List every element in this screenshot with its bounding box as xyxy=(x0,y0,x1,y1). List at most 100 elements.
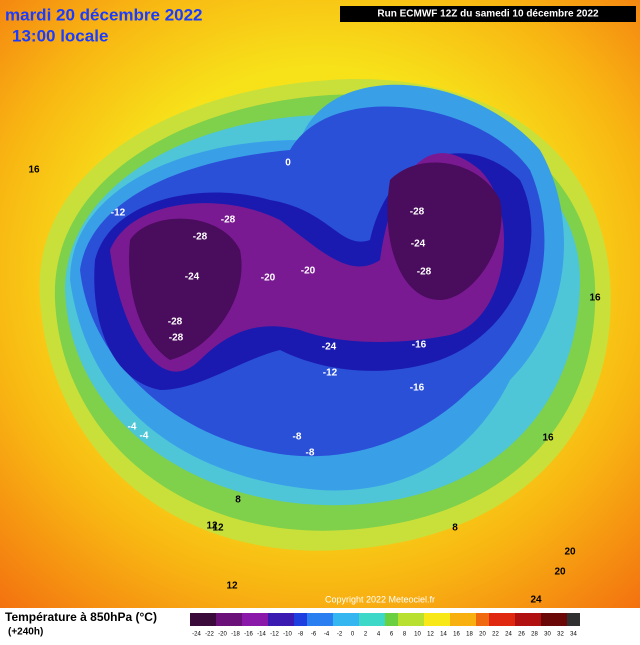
copyright: Copyright 2022 Meteociel.fr xyxy=(325,594,435,604)
time-label: 13:00 locale xyxy=(12,26,108,45)
colorbar-swatch xyxy=(385,613,398,626)
colorbar-swatch xyxy=(216,613,229,626)
colorbar-label: 24 xyxy=(505,632,512,638)
colorbar-swatch xyxy=(255,613,268,626)
colorbar-swatch xyxy=(307,613,320,626)
colorbar-label: -18 xyxy=(231,632,240,638)
colorbar-swatch xyxy=(268,613,281,626)
colorbar-swatch xyxy=(320,613,333,626)
contour-label: -16 xyxy=(412,340,427,351)
colorbar-label: 10 xyxy=(414,632,421,638)
contour-label: 12 xyxy=(226,581,238,592)
colorbar-swatch xyxy=(528,613,541,626)
contour-label: -8 xyxy=(306,448,315,459)
contour-label: -28 xyxy=(193,232,208,243)
contour-label: -24 xyxy=(411,239,426,250)
colorbar-swatch xyxy=(203,613,216,626)
contour-label: 16 xyxy=(542,433,554,444)
colorbar-label: -16 xyxy=(244,632,253,638)
colorbar-label: -22 xyxy=(205,632,214,638)
colorbar-label: 4 xyxy=(377,632,381,638)
colorbar-swatch xyxy=(411,613,424,626)
contour-label: -28 xyxy=(168,317,183,328)
colorbar-label: -8 xyxy=(298,632,304,638)
contour-label: -4 xyxy=(128,422,137,433)
colorbar-swatch xyxy=(281,613,294,626)
contour-label: -28 xyxy=(221,215,236,226)
contour-label: -24 xyxy=(185,272,200,283)
contour-label: -28 xyxy=(410,207,425,218)
contour-label: 12 xyxy=(206,521,218,532)
colorbar-label: -24 xyxy=(192,632,201,638)
colorbar-label: 0 xyxy=(351,632,355,638)
colorbar-swatch xyxy=(450,613,463,626)
colorbar-label: 14 xyxy=(440,632,447,638)
colorbar-swatch xyxy=(554,613,567,626)
contour-label: -20 xyxy=(301,266,316,277)
contour-label: 20 xyxy=(554,567,566,578)
run-label: Run ECMWF 12Z du samedi 10 décembre 2022 xyxy=(377,9,599,20)
run-box xyxy=(340,6,636,22)
colorbar-label: 26 xyxy=(518,632,525,638)
colorbar-swatch xyxy=(190,613,203,626)
colorbar-swatch xyxy=(437,613,450,626)
colorbar-label: 20 xyxy=(479,632,486,638)
colorbar-label: -6 xyxy=(311,632,317,638)
colorbar-label: 8 xyxy=(403,632,407,638)
colorbar-swatch xyxy=(424,613,437,626)
colorbar-label: -20 xyxy=(218,632,227,638)
contour-label: 0 xyxy=(285,158,291,169)
colorbar-label: -2 xyxy=(337,632,343,638)
colorbar-label: -4 xyxy=(324,632,330,638)
colorbar-label: 32 xyxy=(557,632,564,638)
colorbar-swatch xyxy=(242,613,255,626)
colorbar-swatch xyxy=(567,613,580,626)
colorbar-label: 30 xyxy=(544,632,551,638)
contour-label: -12 xyxy=(323,368,338,379)
colorbar-label: 28 xyxy=(531,632,538,638)
colorbar-label: 12 xyxy=(427,632,434,638)
contour-label: -24 xyxy=(322,342,337,353)
colorbar-swatch xyxy=(502,613,515,626)
colorbar-swatch xyxy=(359,613,372,626)
contour-label: 12 xyxy=(212,523,224,534)
colorbar-label: 2 xyxy=(364,632,368,638)
contour-label: -20 xyxy=(261,273,276,284)
contour-label: 8 xyxy=(235,495,241,506)
colorbar-swatch xyxy=(463,613,476,626)
contour-label: 24 xyxy=(530,595,542,606)
colorbar-swatch xyxy=(346,613,359,626)
contour-label: 20 xyxy=(564,547,576,558)
contour-label: -28 xyxy=(169,333,184,344)
colorbar-swatch xyxy=(333,613,346,626)
contour-label: -16 xyxy=(410,383,425,394)
colorbar: -24 -22 -20 -18 -16 -14 -12 -10 -8 -6 -4 -2 0 2 4 6 8 10 1… xyxy=(190,613,580,638)
contour-label: 8 xyxy=(452,523,458,534)
colorbar-label: -10 xyxy=(283,632,292,638)
contour-label: -12 xyxy=(111,208,126,219)
colorbar-swatch xyxy=(372,613,385,626)
colorbar-swatch xyxy=(294,613,307,626)
contour-label: -28 xyxy=(417,267,432,278)
colorbar-label: 34 xyxy=(570,632,577,638)
date-label: mardi 20 décembre 2022 xyxy=(5,5,203,24)
colorbar-swatch xyxy=(229,613,242,626)
footer-title: Température à 850hPa (°C) xyxy=(5,610,157,624)
contour-label: -4 xyxy=(140,431,149,442)
colorbar-label: 16 xyxy=(453,632,460,638)
colorbar-swatch xyxy=(489,613,502,626)
contour-label: -8 xyxy=(293,432,302,443)
temperature-field xyxy=(39,79,611,551)
colorbar-swatch xyxy=(398,613,411,626)
colorbar-label: -14 xyxy=(257,632,266,638)
colorbar-label: 18 xyxy=(466,632,473,638)
contour-labels: -28 -28 -24 -28 -28 -28 -24 -28 -24 -20 -20 -16 -16 -… xyxy=(28,158,601,606)
colorbar-label: -12 xyxy=(270,632,279,638)
colorbar-label: 22 xyxy=(492,632,499,638)
colorbar-label: 6 xyxy=(390,632,394,638)
colorbar-swatch xyxy=(515,613,528,626)
colorbar-swatch xyxy=(541,613,554,626)
contour-label: 16 xyxy=(28,165,40,176)
lead-label: (+240h) xyxy=(8,627,43,638)
